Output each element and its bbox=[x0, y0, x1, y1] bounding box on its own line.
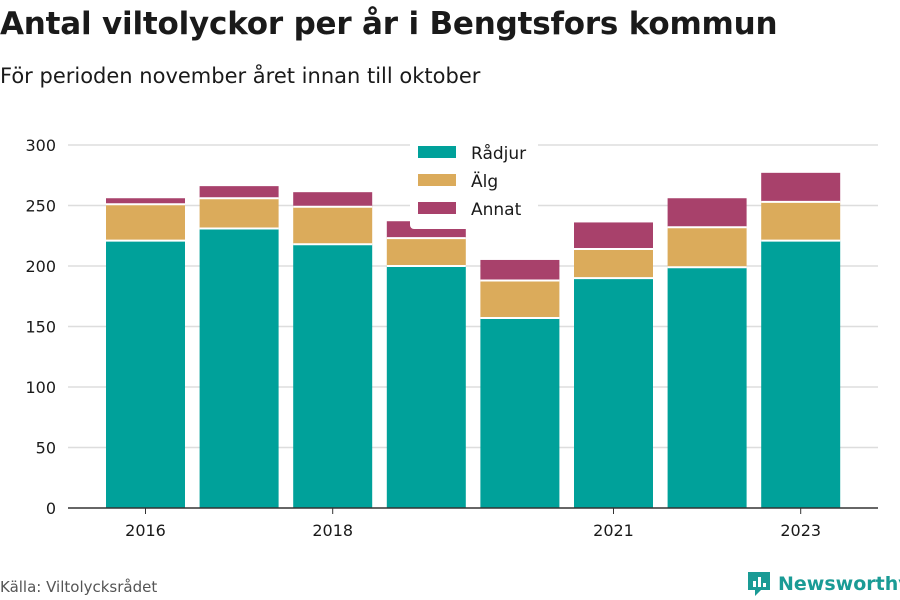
bar-segment-älg bbox=[293, 206, 373, 245]
bar-segment-älg bbox=[106, 204, 185, 241]
bar-segment-annat bbox=[574, 222, 653, 250]
bar-segment-älg bbox=[199, 198, 279, 229]
bar-segment-annat bbox=[106, 198, 185, 205]
y-tick-label: 200 bbox=[25, 257, 56, 276]
legend-label: Annat bbox=[471, 200, 522, 220]
bar-segment-rådjur bbox=[667, 267, 747, 508]
bar-segment-älg bbox=[480, 280, 560, 319]
y-tick-label: 250 bbox=[25, 197, 56, 216]
bar-segment-rådjur bbox=[761, 240, 841, 508]
bars bbox=[106, 172, 841, 509]
legend-label: Älg bbox=[471, 171, 498, 192]
bar-segment-älg bbox=[386, 238, 466, 266]
x-tick-label: 2018 bbox=[312, 521, 353, 540]
bar-segment-älg bbox=[667, 227, 747, 268]
brand-name: Newsworthy bbox=[778, 573, 900, 595]
legend-swatch bbox=[418, 146, 456, 158]
bar-segment-älg bbox=[761, 201, 841, 241]
y-tick-label: 100 bbox=[25, 378, 56, 397]
x-tick-label: 2021 bbox=[593, 521, 634, 540]
bar-segment-annat bbox=[199, 186, 279, 199]
legend: Rådjur Älg Annat bbox=[410, 137, 538, 229]
bar-segment-rådjur bbox=[386, 266, 466, 508]
source-note: Källa: Viltolycksrådet bbox=[0, 578, 158, 596]
bar-segment-rådjur bbox=[199, 228, 279, 509]
x-tick-label: 2016 bbox=[125, 521, 166, 540]
chart-subtitle: För perioden november året innan till ok… bbox=[0, 64, 481, 88]
bar-segment-rådjur bbox=[574, 278, 653, 508]
newsworthy-logo-icon bbox=[748, 572, 770, 596]
legend-swatch bbox=[418, 202, 456, 214]
y-tick-label: 0 bbox=[46, 499, 56, 518]
bar-segment-annat bbox=[761, 172, 841, 202]
legend-swatch bbox=[418, 174, 456, 186]
bar-segment-annat bbox=[293, 192, 373, 207]
bar-segment-annat bbox=[480, 259, 560, 281]
bar-segment-rådjur bbox=[106, 240, 185, 508]
axes: 0 50 100 150 200 250 300 2016 2018 2021 2023 bbox=[25, 136, 878, 540]
bar-segment-rådjur bbox=[480, 318, 560, 508]
bar-segment-älg bbox=[574, 249, 653, 279]
chart-title: Antal viltolyckor per år i Bengtsfors ko… bbox=[0, 6, 778, 42]
bar-segment-rådjur bbox=[293, 244, 373, 508]
y-tick-label: 50 bbox=[36, 439, 56, 458]
y-tick-label: 300 bbox=[25, 136, 56, 155]
bar-segment-annat bbox=[667, 198, 747, 228]
brand-logo[interactable]: Newsworthy bbox=[746, 570, 900, 598]
legend-label: Rådjur bbox=[471, 143, 526, 164]
x-tick-label: 2023 bbox=[780, 521, 821, 540]
y-tick-label: 150 bbox=[25, 318, 56, 337]
